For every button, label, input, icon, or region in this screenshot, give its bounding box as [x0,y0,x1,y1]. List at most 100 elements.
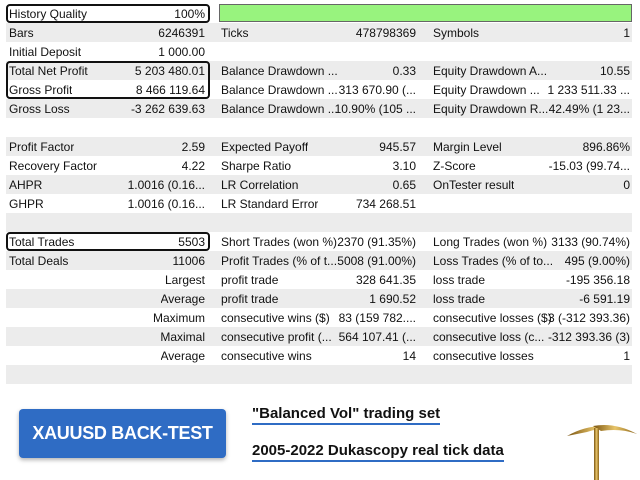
col3-value: 3 (-312 393.36) [547,310,630,325]
col2-label: profit trade [221,291,279,306]
col2-label: consecutive profit (... [221,329,332,344]
col2-value: 83 (159 782.... [338,310,416,325]
col3-value: 10.55 [599,63,630,78]
col1-value: 6246391 [158,25,205,40]
stats-row: Maximal consecutive profit (... 564 107.41… [6,327,632,346]
highlight-profit [6,61,210,99]
col1-value: 100% [174,6,205,21]
col3-value: 1 [623,25,630,40]
col3-label: consecutive losses ($) [433,310,552,325]
col3-value: 1 233 511.33 ... [547,82,630,97]
stats-row: Total Deals 11006 Profit Trades (% of t...… [6,251,632,270]
col1-value: 8 466 119.64 [135,82,205,97]
col3-label: consecutive losses [433,348,534,363]
col1-value: 11006 [172,253,205,268]
stats-row: Average consecutive wins 14 consecutive los… [6,346,632,365]
pickaxe-icon [567,425,637,480]
stats-row: History Quality 100% [6,4,632,23]
col1-label: Gross Loss [9,101,70,116]
col3-label: OnTester result [433,177,515,192]
col1-label: Total Net Profit [9,63,88,78]
stats-row: Largest profit trade 328 641.35 loss trade -… [6,270,632,289]
col2-label: Profit Trades (% of t... [221,253,338,268]
col1-label: Bars [9,25,34,40]
col2-label: Sharpe Ratio [221,158,292,173]
col2-value: 5008 (91.00%) [337,253,416,268]
col1-label: AHPR [9,177,43,192]
col3-value: 42.49% (1 23... [548,101,630,116]
statistics-table: History Quality 100% Bars 6246391 Ticks 47879… [6,4,632,384]
col2-value: 313 670.90 (... [338,82,416,97]
caption-trading-set: "Balanced Vol" trading set [252,405,441,425]
col2-value: 0.65 [392,177,416,192]
stats-row: Recovery Factor 4.22 Sharpe Ratio 3.10 Z-Sco… [6,156,632,175]
stats-row: AHPR 1.0016 (0.16... LR Correlation 0.65 OnT… [6,175,632,194]
col2-label: consecutive wins ($) [221,310,330,325]
caption-data-source: 2005-2022 Dukascopy real tick data [252,442,504,462]
stats-row: Total Net Profit 5 203 480.01 Balance Draw… [6,61,632,80]
col1-label: Total Trades [9,234,75,249]
col3-value: 0 [623,177,630,192]
col1-value: 5503 [178,234,205,249]
col3-label: loss trade [433,291,486,306]
col1-value: Maximum [152,310,205,325]
col3-value: 1 [623,348,630,363]
col3-label: Z-Score [433,158,476,173]
col3-value: 3133 (90.74%) [551,234,630,249]
col2-label: LR Correlation [221,177,299,192]
col3-label: Loss Trades (% of to... [433,253,554,268]
col2-value: 945.57 [379,139,416,154]
col1-label: Profit Factor [9,139,75,154]
stats-row: Maximum consecutive wins ($) 83 (159 782..… [6,308,632,327]
col1-label: Recovery Factor [9,158,98,173]
col3-value: 495 (9.00%) [564,253,630,268]
col1-label: History Quality [9,6,88,21]
col3-value: -195 356.18 [565,272,630,287]
col3-value: -312 393.36 (3) [547,329,630,344]
col2-value: 2370 (91.35%) [337,234,416,249]
col2-label: LR Standard Error [221,196,319,211]
stats-row: GHPR 1.0016 (0.16... LR Standard Error 734 … [6,194,632,213]
col3-label: consecutive loss (c... [433,329,545,344]
col1-label: Total Deals [9,253,69,268]
stats-row: Gross Loss -3 262 639.63 Balance Drawdown … [6,99,632,118]
col2-value: 1 690.52 [369,291,416,306]
stats-row [6,365,632,384]
stats-row [6,118,632,137]
stats-row: Gross Profit 8 466 119.64 Balance Drawdown… [6,80,632,99]
col1-value: 2.59 [181,139,205,154]
col2-label: Short Trades (won %) [221,234,338,249]
col3-label: Equity Drawdown R... [433,101,549,116]
stats-row [6,213,632,232]
col2-value: 328 641.35 [355,272,416,287]
col1-value: Largest [164,272,205,287]
col3-value: 896.86% [582,139,630,154]
col1-value: Maximal [160,329,205,344]
col2-label: consecutive wins [221,348,312,363]
stats-row: Total Trades 5503 Short Trades (won %) 2370… [6,232,632,251]
col2-value: 564 107.41 (... [338,329,416,344]
col3-label: Equity Drawdown A... [433,63,548,78]
col2-label: Balance Drawdown ... [221,63,338,78]
col1-label: GHPR [9,196,44,211]
col2-label: Expected Payoff [221,139,309,154]
stats-row: Average profit trade 1 690.52 loss trade -6 … [6,289,632,308]
col1-value: Average [160,348,205,363]
col1-value: 1.0016 (0.16... [127,196,205,211]
col3-label: loss trade [433,272,486,287]
highlight-history-quality [6,4,210,23]
col1-label: Initial Deposit [9,44,82,59]
col2-value: 14 [402,348,416,363]
stats-row: Initial Deposit 1 000.00 [6,42,632,61]
col2-value: 734 268.51 [355,196,416,211]
col3-label: Equity Drawdown ... [433,82,540,97]
col1-value: 5 203 480.01 [134,63,205,78]
col3-label: Long Trades (won %) [433,234,548,249]
col3-value: -6 591.19 [579,291,630,306]
col2-value: 0.33 [392,63,416,78]
highlight-total-trades [6,232,210,251]
col1-value: 1.0016 (0.16... [127,177,205,192]
col1-value: Average [160,291,205,306]
col2-value: 10.90% (105 ... [334,101,416,116]
history-quality-bar [219,4,632,22]
